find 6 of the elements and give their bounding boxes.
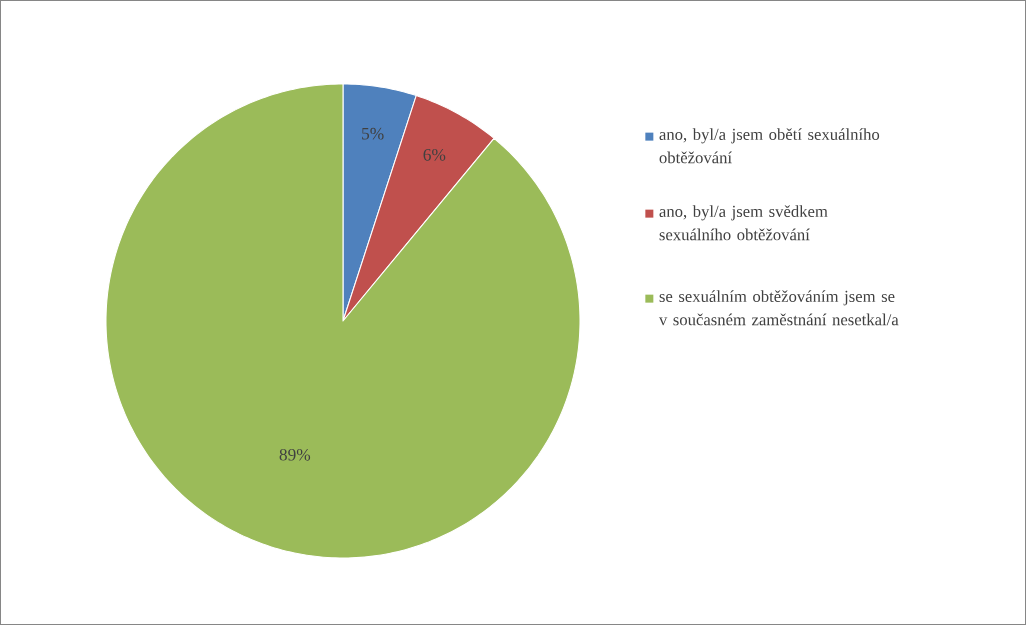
legend-label: se sexuálním obtěžováním jsem se v současném zaměstnání nesetkal/a	[658, 290, 899, 326]
data-label: 89%	[279, 448, 311, 461]
data-label: 5%	[362, 127, 384, 140]
legend-label: ano, byl/a jsem svědkem sexuálního obtěžování	[659, 205, 828, 241]
legend-label: ano, byl/a jsem obětí sexuálního obtěžování	[659, 128, 880, 164]
data-label: 6%	[423, 148, 446, 161]
